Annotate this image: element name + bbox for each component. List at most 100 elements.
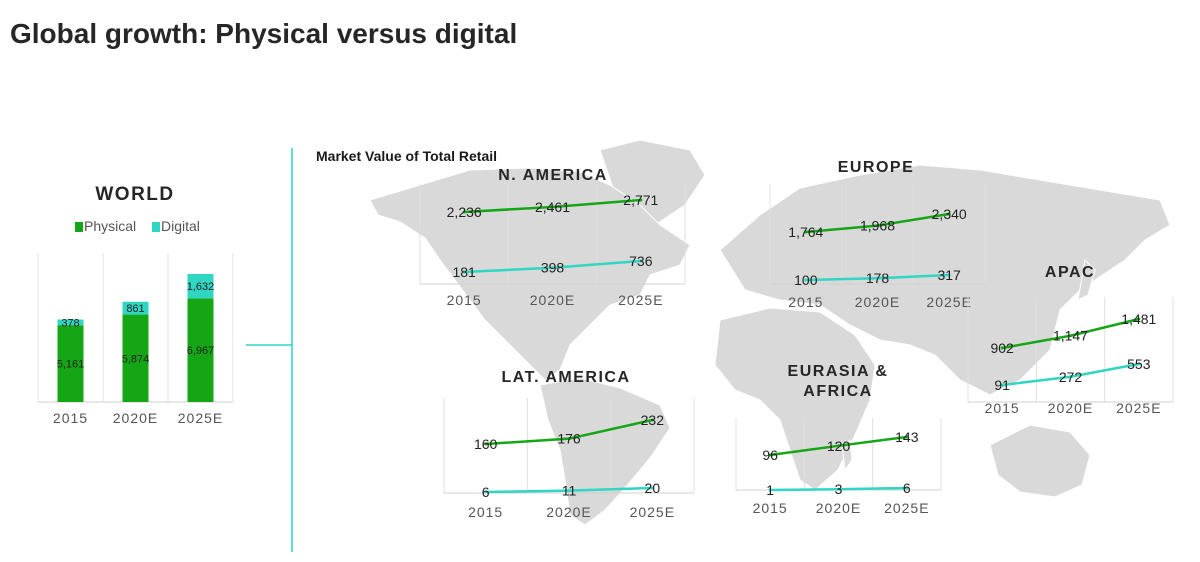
eurasia-africa-tick-2025e: 2025E: [884, 500, 929, 516]
lat-america-tick-2020e: 2020E: [546, 504, 591, 520]
world-bar-physical-2020e: [122, 314, 149, 402]
map-africa: [714, 307, 876, 491]
world-bar-physical-2015: [57, 325, 84, 402]
apac-value-label-series-1-2025e: 1,481: [1121, 311, 1156, 327]
apac-value-label-series-2-2025e: 553: [1127, 356, 1151, 372]
eurasia-africa-point-series-1-2015: [768, 453, 772, 457]
europe-point-series-2-2015: [804, 278, 808, 282]
apac-point-series-1-2020e: [1069, 334, 1072, 338]
n-america-value-label-series-2-2025e: 736: [629, 253, 653, 269]
world-bar-physical-2025e: [187, 298, 214, 402]
apac-tick-2020e: 2020E: [1048, 400, 1093, 416]
map-japan: [1077, 258, 1096, 301]
world-tick-2015: 2015: [53, 410, 88, 426]
lat-america-value-label-series-1-2020e: 176: [557, 431, 581, 447]
world-bar-label-physical-2020e: 5,874: [122, 353, 150, 365]
eurasia-africa-value-label-series-1-2020e: 120: [827, 438, 851, 454]
europe-point-series-1-2020e: [876, 224, 879, 228]
lat-america-tick-2015: 2015: [468, 504, 503, 520]
eurasia-africa-value-label-series-1-2025e: 143: [895, 429, 919, 445]
map-north-america: [369, 167, 691, 381]
europe-value-label-series-1-2020e: 1,968: [860, 218, 895, 234]
world-bar-digital-2015: [57, 319, 84, 326]
n-america-tick-2020e: 2020E: [530, 292, 575, 308]
europe-tick-2015: 2015: [788, 294, 823, 310]
apac-value-label-series-1-2015: 902: [990, 340, 1014, 356]
map-madagascar: [841, 439, 853, 472]
n-america-point-series-2-2015: [462, 270, 466, 274]
lat-america-value-label-series-2-2020e: 11: [562, 483, 577, 499]
europe-value-label-series-2-2015: 100: [794, 272, 818, 288]
europe-value-label-series-1-2015: 1,764: [788, 224, 823, 240]
n-america-value-label-series-1-2020e: 2,461: [535, 199, 570, 215]
europe-point-series-1-2025e: [947, 212, 951, 216]
eurasia-africa-tick-2015: 2015: [753, 500, 788, 516]
n-america-value-label-series-1-2015: 2,236: [447, 204, 482, 220]
eurasia-africa-point-series-1-2020e: [837, 444, 840, 448]
world-bar-label-physical-2015: 5,161: [57, 359, 85, 371]
europe-point-series-1-2015: [804, 230, 808, 234]
lat-america-point-series-1-2025e: [650, 418, 654, 422]
world-bar-label-physical-2025e: 6,967: [187, 345, 215, 357]
eurasia-africa-point-series-2-2020e: [837, 487, 840, 491]
lat-america-point-series-2-2025e: [650, 486, 654, 490]
apac-point-series-2-2020e: [1069, 375, 1072, 379]
map-south-america: [539, 377, 671, 526]
world-bar-digital-2025e: [187, 274, 214, 299]
n-america-value-label-series-2-2015: 181: [452, 264, 476, 280]
europe-title: EUROPE: [838, 159, 915, 176]
world-bar-label-digital-2015: 378: [61, 317, 79, 329]
n-america-value-label-series-2-2020e: 398: [541, 260, 565, 276]
legend-label-digital: Digital: [161, 218, 200, 234]
legend-swatch-digital: [152, 222, 160, 232]
lat-america-point-series-2-2020e: [567, 489, 571, 493]
world-chart-title: WORLD: [95, 184, 174, 205]
eurasia-africa-value-label-series-1-2015: 96: [762, 447, 778, 463]
eurasia-africa-point-series-1-2025e: [905, 435, 909, 439]
lat-america-point-series-2-2015: [484, 490, 488, 494]
lat-america-point-series-1-2015: [484, 442, 488, 446]
europe-value-label-series-2-2025e: 317: [937, 267, 961, 283]
apac-point-series-1-2015: [1000, 346, 1004, 350]
europe-tick-2025e: 2025E: [926, 294, 971, 310]
lat-america-value-label-series-2-2015: 6: [482, 484, 490, 500]
apac-value-label-series-2-2015: 91: [994, 377, 1010, 393]
n-america-point-series-2-2020e: [551, 266, 554, 270]
eurasia-africa-tick-2020e: 2020E: [816, 500, 861, 516]
n-america-value-label-series-1-2025e: 2,771: [623, 192, 658, 208]
n-america-point-series-2-2025e: [639, 259, 643, 263]
apac-point-series-2-2015: [1000, 383, 1004, 387]
eurasia-africa-point-series-2-2025e: [905, 486, 909, 490]
n-america-point-series-1-2020e: [551, 205, 554, 209]
lat-america-value-label-series-2-2025e: 20: [645, 480, 661, 496]
apac-title: APAC: [1045, 264, 1095, 281]
n-america-tick-2015: 2015: [447, 292, 482, 308]
n-america-point-series-1-2025e: [639, 198, 643, 202]
europe-point-series-2-2025e: [947, 273, 951, 277]
n-america-title: N. AMERICA: [498, 167, 608, 184]
lat-america-point-series-1-2020e: [567, 437, 571, 441]
eurasia-africa-point-series-2-2015: [768, 488, 772, 492]
map-europe-asia: [719, 164, 1171, 396]
lat-america-title: LAT. AMERICA: [501, 369, 630, 386]
world-tick-2020e: 2020E: [113, 410, 158, 426]
world-bar-digital-2020e: [122, 301, 149, 315]
apac-tick-2025e: 2025E: [1116, 400, 1161, 416]
europe-value-label-series-2-2020e: 178: [866, 270, 890, 286]
apac-point-series-1-2025e: [1137, 317, 1141, 321]
europe-value-label-series-1-2025e: 2,340: [932, 206, 967, 222]
world-tick-2025e: 2025E: [178, 410, 223, 426]
world-bar-label-digital-2025e: 1,632: [187, 281, 215, 293]
n-america-point-series-1-2015: [462, 210, 466, 214]
europe-point-series-2-2020e: [876, 276, 879, 280]
eurasia-africa-title-line-2: AFRICA: [803, 383, 872, 400]
page-title: Global growth: Physical versus digital: [10, 18, 518, 49]
apac-value-label-series-2-2020e: 272: [1059, 369, 1083, 385]
lat-america-tick-2025e: 2025E: [630, 504, 675, 520]
legend-swatch-physical: [75, 222, 83, 232]
lat-america-value-label-series-1-2025e: 232: [641, 412, 665, 428]
map-australia: [989, 424, 1091, 498]
